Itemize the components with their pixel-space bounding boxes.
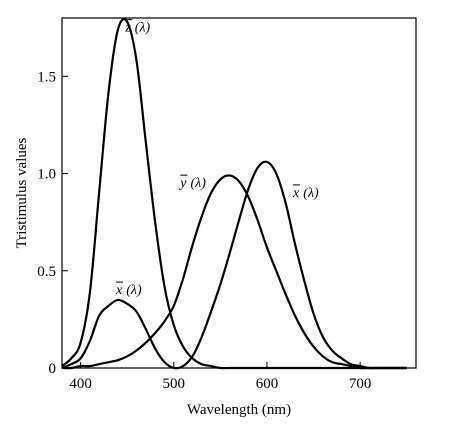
series-line-2 (61, 160, 407, 370)
series-line-1 (61, 174, 407, 370)
svg-text:z(λ): z (λ) (124, 21, 150, 36)
curve-label-symbol: x (292, 186, 300, 201)
curve-label-1: y (λ) (178, 174, 206, 191)
y-tick-label: 1.5 (37, 69, 56, 85)
x-tick-label: 500 (163, 376, 186, 392)
series-line-0 (61, 17, 407, 370)
curve-label-arg: (λ) (191, 176, 207, 191)
x-tick-label: 600 (256, 376, 279, 392)
curve-label-symbol: y (178, 176, 187, 191)
svg-text:x(λ): x (λ) (115, 283, 142, 298)
curve-label-0: z (λ) (124, 19, 151, 36)
curve-label-symbol: x (115, 283, 123, 298)
y-tick-label: 1.0 (37, 167, 56, 183)
y-axis-title: Tristimulus values (14, 137, 30, 248)
plot-frame (61, 17, 417, 369)
curve-label-symbol: z (124, 21, 131, 36)
x-tick-label: 700 (349, 376, 372, 392)
svg-text:y(λ): y (λ) (178, 176, 206, 191)
curve-label-3: x (λ) (115, 281, 142, 298)
curve-label-arg: (λ) (303, 186, 319, 201)
x-axis-title: Wavelength (nm) (187, 402, 291, 418)
svg-text:x(λ): x (λ) (292, 186, 319, 201)
y-tick-label: 0 (49, 361, 57, 377)
curve-labels-group: z (λ)y (λ)x (λ)x (λ) (115, 19, 319, 298)
curves-group (61, 17, 407, 370)
curve-label-2: x (λ) (292, 184, 319, 201)
curve-label-arg: (λ) (126, 283, 142, 298)
x-tick-label: 400 (69, 376, 92, 392)
y-tick-label: 0.5 (37, 264, 56, 280)
ticks-group: 400 500 600 700 0 0.5 1.0 1.5 (37, 69, 371, 392)
curve-label-arg: (λ) (135, 21, 151, 36)
